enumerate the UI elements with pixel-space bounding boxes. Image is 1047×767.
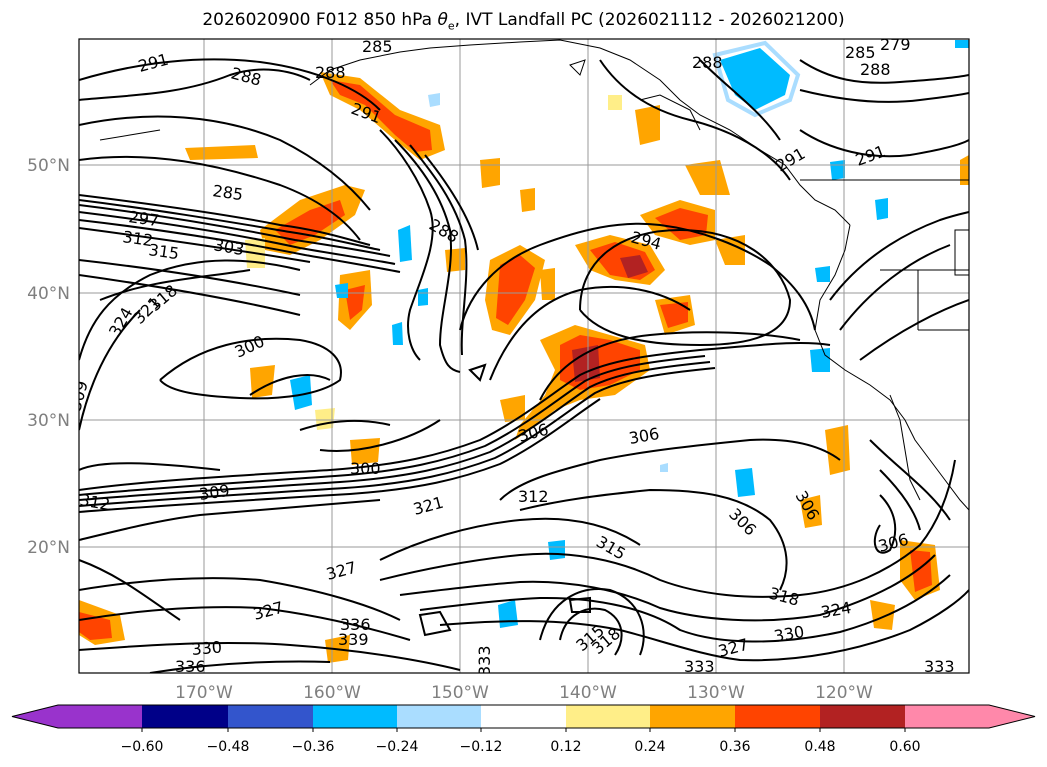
contour-label: 315 [147, 240, 180, 263]
lat-label: 50°N [27, 156, 70, 176]
lon-label: 120°W [815, 683, 873, 703]
figure-title: 2026020900 F012 850 hPa θe, IVT Landfall… [202, 10, 845, 33]
colorbar-tick-label: −0.60 [121, 739, 164, 755]
contour-label: 288 [315, 63, 346, 82]
colorbar-segment [820, 705, 905, 728]
theta-e-contours [79, 58, 969, 673]
colorbar-segment [481, 705, 566, 728]
map-plot-area: 291 288 285 288 288 285 279 288 291 291 … [79, 35, 969, 676]
contour-label: 336 [175, 657, 206, 676]
contour-label: 285 [845, 43, 876, 62]
colorbar-tick-label: 0.48 [804, 739, 835, 755]
lon-label: 140°W [559, 683, 617, 703]
lon-label: 150°W [431, 683, 489, 703]
contour-label: 333 [684, 657, 715, 676]
lon-label: 160°W [303, 683, 361, 703]
colorbar-tick-label: 0.60 [889, 739, 920, 755]
colorbar: −0.60 −0.48 −0.36 −0.24 −0.12 0.12 0.24 … [11, 704, 1036, 755]
contour-label: 312 [518, 487, 549, 506]
plot-frame [78, 38, 970, 674]
colorbar-segment [566, 705, 650, 728]
colorbar-tick-label: −0.48 [207, 739, 250, 755]
latitude-labels: 50°N 40°N 30°N 20°N [27, 156, 70, 558]
contour-label: 285 [362, 37, 393, 56]
colorbar-segment [735, 705, 820, 728]
contour-label: 333 [924, 657, 955, 676]
colorbar-tick-label: −0.12 [460, 739, 503, 755]
colorbar-segment [228, 705, 313, 728]
contour-label: 330 [191, 637, 223, 659]
coastlines [99, 39, 969, 511]
gridlines [79, 39, 969, 673]
contour-label: 312 [121, 227, 154, 250]
contour-label: 279 [880, 35, 911, 54]
lon-label: 170°W [175, 683, 233, 703]
colorbar-segment [313, 705, 397, 728]
colorbar-tick-label: 0.24 [634, 739, 665, 755]
lat-label: 20°N [27, 538, 70, 558]
colorbar-tick-label: −0.24 [376, 739, 419, 755]
lon-label: 130°W [687, 683, 745, 703]
colorbar-outline [11, 704, 1036, 729]
colorbar-segment [650, 705, 735, 728]
colorbar-segment [397, 705, 481, 728]
longitude-labels: 170°W 160°W 150°W 140°W 130°W 120°W [175, 683, 873, 703]
colorbar-segment [905, 705, 1035, 728]
colorbar-segment [12, 705, 142, 728]
contour-label: 336 [340, 615, 371, 634]
shaded-positive-anomalies [79, 72, 969, 663]
colorbar-tick-label: −0.36 [292, 739, 335, 755]
contour-label: 288 [860, 60, 891, 79]
lat-label: 40°N [27, 284, 70, 304]
lat-label: 30°N [27, 411, 70, 431]
contour-label: 297 [127, 207, 160, 230]
colorbar-segment [142, 705, 228, 728]
contour-label: 309 [198, 481, 231, 504]
contour-label: 333 [475, 645, 494, 676]
contour-label: 339 [338, 630, 369, 649]
contour-label: 300 [350, 459, 381, 478]
colorbar-tick-label: 0.12 [550, 739, 581, 755]
contour-label: 285 [211, 181, 244, 204]
colorbar-tick-label: 0.36 [719, 739, 750, 755]
contour-label: 288 [692, 53, 723, 72]
